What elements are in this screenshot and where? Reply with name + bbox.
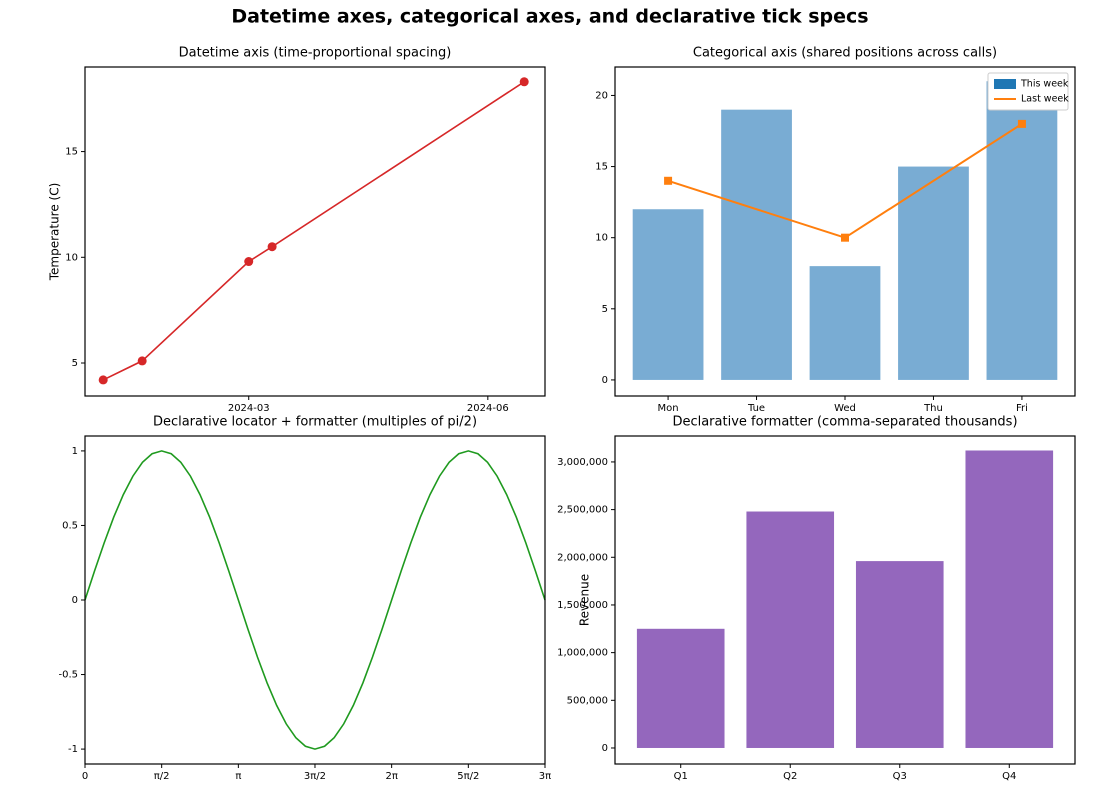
y-tick-label: -0.5: [58, 670, 78, 681]
y-tick-label: 500,000: [567, 695, 608, 706]
line: [84, 450, 546, 750]
marker: [98, 375, 108, 385]
y-tick-label: 10: [595, 233, 608, 244]
line: [667, 123, 1023, 239]
y-tick-label: 3,000,000: [557, 457, 608, 468]
bar: [965, 450, 1054, 748]
y-tick-label: -1: [68, 744, 78, 755]
bar: [809, 266, 881, 380]
x-tick-label: 2π: [385, 771, 397, 782]
marker: [244, 257, 254, 267]
marker: [1017, 119, 1026, 128]
x-tick-label: 3π: [539, 771, 551, 782]
marker: [519, 77, 529, 87]
legend-swatch: [994, 79, 1016, 89]
y-axis-label: Temperature (C): [48, 183, 62, 282]
legend-label: This week: [1020, 79, 1069, 90]
line: [102, 81, 525, 381]
bar: [898, 166, 969, 380]
x-tick-label: 5π/2: [457, 771, 479, 782]
bar: [986, 81, 1058, 380]
x-tick-label: Thu: [923, 403, 943, 414]
bar: [746, 511, 835, 748]
figure-title: Datetime axes, categorical axes, and dec…: [231, 6, 868, 28]
marker: [841, 233, 849, 242]
x-tick-label: Wed: [834, 403, 856, 414]
chart-title: Declarative locator + formatter (multipl…: [153, 415, 477, 430]
x-tick-label: Q3: [893, 771, 907, 782]
x-tick-label: 3π/2: [304, 771, 326, 782]
y-tick-label: 0: [602, 743, 608, 754]
bar: [721, 109, 792, 380]
bar: [855, 561, 944, 748]
x-tick-label: 2024-03: [228, 403, 270, 414]
axes-frame: [614, 435, 1076, 765]
y-tick-label: 15: [595, 162, 608, 173]
y-tick-label: 10: [65, 252, 78, 263]
x-tick-label: Q4: [1002, 771, 1016, 782]
axes-frame: [614, 66, 1076, 397]
y-tick-label: 0: [602, 375, 608, 386]
x-tick-label: Mon: [658, 403, 679, 414]
x-tick-label: π: [235, 771, 241, 782]
marker: [137, 356, 147, 366]
chart-title: Datetime axis (time-proportional spacing…: [179, 46, 452, 61]
axes-frame: [84, 435, 546, 765]
y-axis-label: Revenue: [578, 574, 592, 626]
y-tick-label: 2,000,000: [557, 552, 608, 563]
legend-label: Last week: [1021, 94, 1069, 105]
y-tick-label: 5: [602, 304, 608, 315]
y-tick-label: 1: [72, 446, 78, 457]
x-tick-label: Q1: [674, 771, 688, 782]
x-tick-label: 0: [82, 771, 88, 782]
chart-title: Categorical axis (shared positions acros…: [693, 46, 997, 61]
x-tick-label: Fri: [1016, 403, 1028, 414]
y-tick-label: 0.5: [62, 520, 78, 531]
marker: [267, 242, 277, 252]
y-tick-label: 1,000,000: [557, 648, 608, 659]
marker: [664, 176, 673, 185]
axes-frame: [84, 66, 546, 397]
x-tick-label: 2024-06: [467, 403, 509, 414]
y-tick-label: 15: [65, 147, 78, 158]
chart-title: Declarative formatter (comma-separated t…: [672, 415, 1017, 430]
y-tick-label: 0: [72, 595, 78, 606]
x-tick-label: Tue: [747, 403, 765, 414]
bar: [632, 209, 704, 380]
y-tick-label: 5: [72, 358, 78, 369]
y-tick-label: 1,500,000: [557, 600, 608, 611]
y-tick-label: 2,500,000: [557, 505, 608, 516]
bar: [636, 628, 725, 748]
x-tick-label: Q2: [783, 771, 797, 782]
y-tick-label: 20: [595, 90, 608, 101]
x-tick-label: π/2: [154, 771, 170, 782]
